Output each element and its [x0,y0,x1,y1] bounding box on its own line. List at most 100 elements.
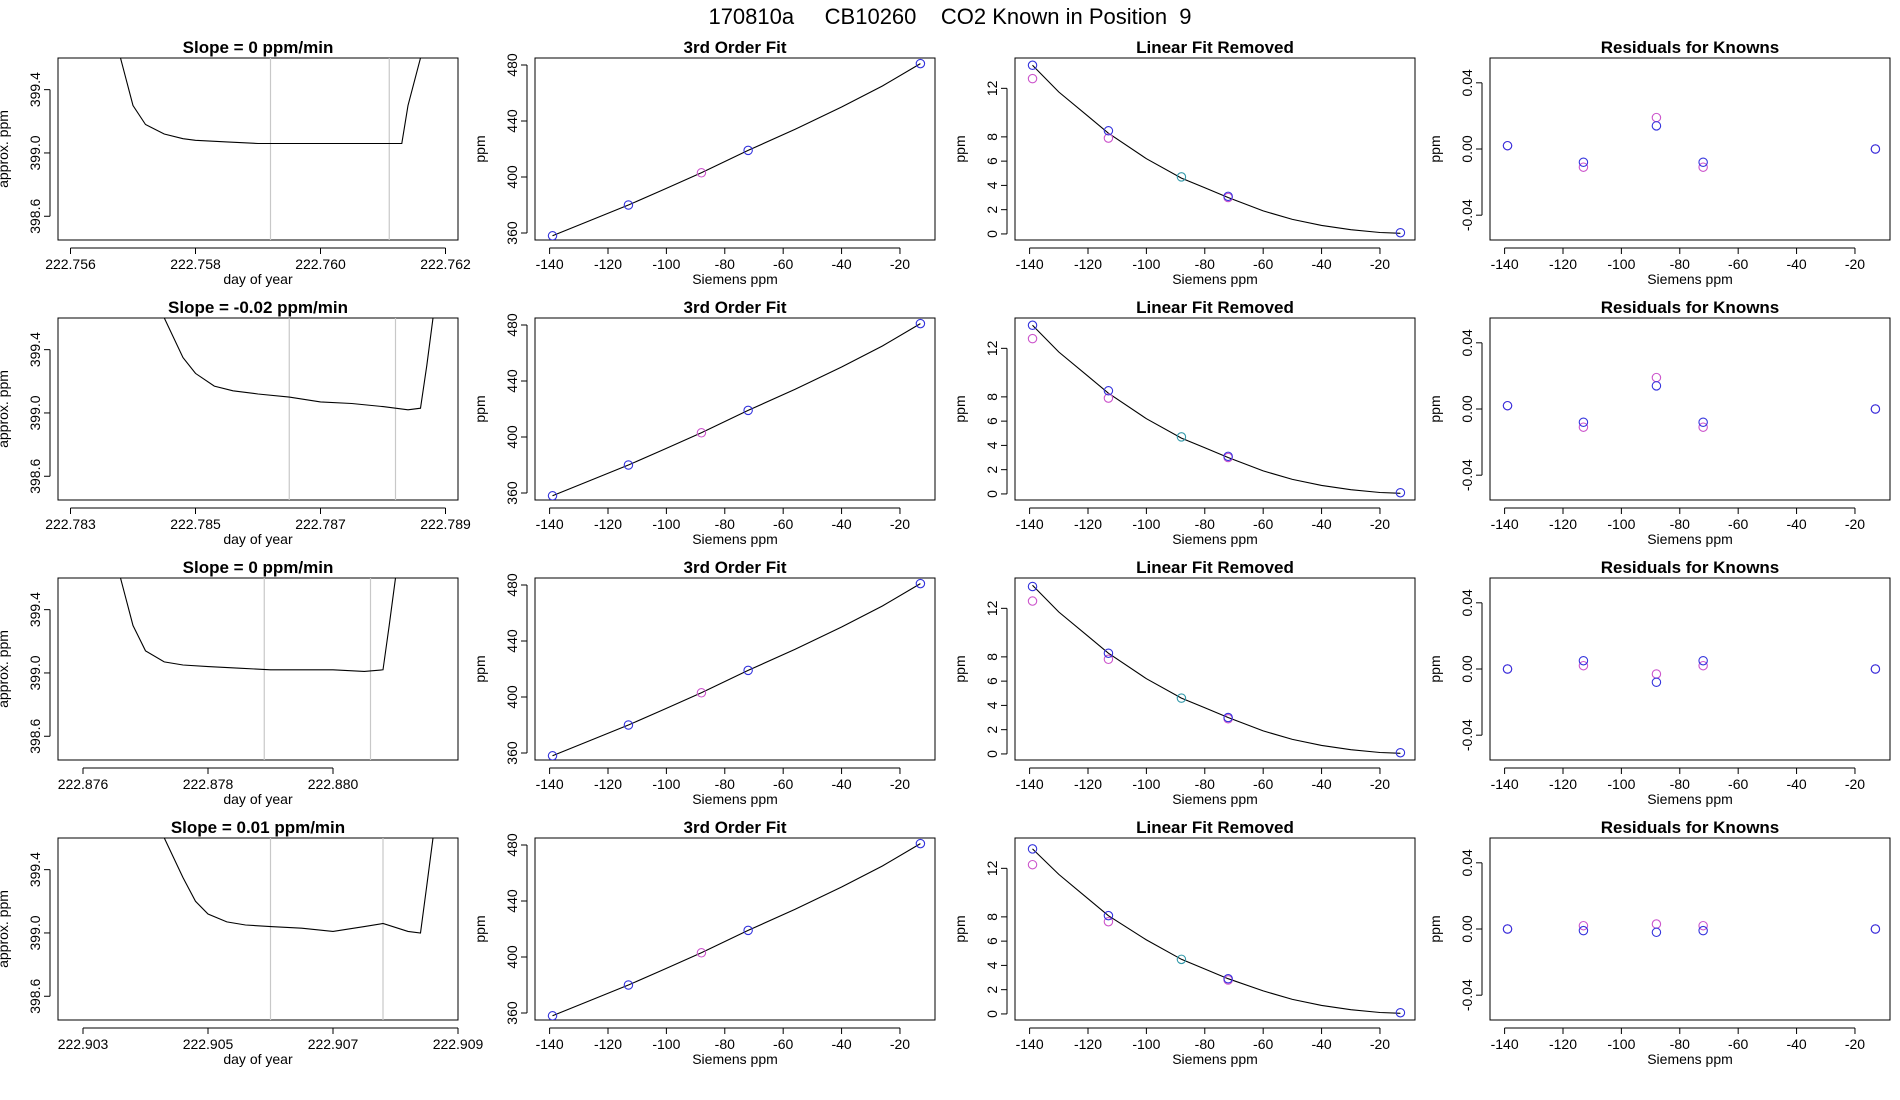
y-axis-label: approx. ppm [0,630,11,708]
x-tick-label: -40 [1311,776,1331,792]
x-axis-label: day of year [223,1051,293,1067]
x-tick-label: -140 [1491,1036,1519,1052]
point-blue [547,491,558,500]
x-tick-label: 222.785 [170,516,221,532]
point-magenta [1698,422,1708,432]
x-tick-label: -80 [1670,256,1690,272]
x-tick-label: -40 [1786,1036,1806,1052]
x-tick-label: -80 [715,1036,735,1052]
point-blue [743,925,753,936]
y-tick-label: 399.0 [27,395,43,430]
y-tick-label: 480 [504,833,520,857]
y-tick-label: -0.04 [1459,459,1475,491]
point-blue [547,751,558,760]
point-magenta [1651,919,1662,929]
point-blue [623,980,634,990]
series-line [1032,848,1401,1014]
point-magenta [696,428,707,438]
y-tick-label: 0.04 [1459,329,1475,356]
point-blue [1395,227,1406,238]
plot-area [1502,919,1881,938]
x-tick-label: 222.783 [45,516,96,532]
x-tick-label: -100 [1607,776,1635,792]
y-tick-label: 480 [504,53,520,77]
panel-r2-c1: 3rd Order Fit -140 -120 -100 -80 -60 -40 -20 Sie… [472,558,936,807]
panel-title: Residuals for Knowns [1601,298,1780,317]
point-blue [915,58,926,69]
x-tick-label: -40 [1786,516,1806,532]
point-magenta [1103,654,1114,665]
plot-frame [534,317,936,501]
point-blue [1870,404,1881,414]
x-axis-label: Siemens ppm [1647,791,1733,807]
x-tick-label: -60 [1728,1036,1748,1052]
y-axis-label: approx. ppm [0,110,11,188]
x-tick-label: -60 [1253,776,1273,792]
panel-r0-c1: 3rd Order Fit -140 -120 -100 -80 -60 -40 -20 Sie… [472,38,936,287]
y-tick-label: 360 [504,741,520,765]
x-tick-label: -60 [1728,256,1748,272]
y-tick-label: 399.4 [27,72,43,107]
y-tick-label: 360 [504,481,520,505]
y-tick-label: 440 [504,889,520,913]
point-blue [1223,451,1233,462]
y-tick-label: 399.4 [27,332,43,367]
point-magenta [1698,162,1708,172]
y-tick-label: 8 [984,393,1000,401]
point-magenta [1651,669,1662,679]
point-blue [1698,157,1708,167]
point-blue [1027,844,1038,854]
point-blue [1578,925,1589,936]
y-tick-label: 2 [984,986,1000,994]
point-blue [1651,121,1662,131]
point-blue [1103,126,1114,136]
x-tick-label: -100 [1132,516,1160,532]
x-tick-label: 222.789 [420,516,471,532]
x-tick-label: -100 [652,1036,680,1052]
x-tick-label: -140 [1491,516,1519,532]
x-tick-label: -40 [1311,256,1331,272]
x-tick-label: -40 [831,516,851,532]
x-tick-label: -20 [890,516,910,532]
x-tick-label: -100 [1607,516,1635,532]
point-magenta [1103,393,1114,403]
plot-frame [1014,577,1416,761]
x-tick-label: -40 [1786,256,1806,272]
plot-frame [57,577,459,761]
point-magenta [696,168,707,178]
point-magenta [1103,133,1114,143]
point-blue [1103,648,1114,658]
x-tick-label: 222.760 [295,256,346,272]
plot-area [547,318,926,500]
plot-area [1027,320,1406,498]
y-tick-label: 0 [984,750,1000,758]
series-line [1032,64,1401,234]
point-blue [547,231,558,240]
point-blue [623,460,634,470]
point-magenta [1578,660,1589,671]
point-blue [1027,581,1038,592]
point-blue [1027,60,1038,71]
series-line [552,323,921,497]
point-blue [743,405,753,416]
x-tick-label: -140 [1016,776,1044,792]
x-axis-label: Siemens ppm [1172,271,1258,287]
x-tick-label: -80 [1195,256,1215,272]
x-tick-label: -120 [1074,256,1102,272]
point-blue [623,720,634,730]
x-tick-label: -20 [1370,1036,1390,1052]
x-tick-label: 222.905 [183,1036,234,1052]
plot-frame [1489,837,1891,1021]
point-blue [915,318,926,329]
y-tick-label: 8 [984,913,1000,921]
x-tick-label: -120 [1074,776,1102,792]
y-axis-label: ppm [472,655,488,682]
y-tick-label: 12 [984,860,1000,876]
x-tick-label: -120 [1549,516,1577,532]
x-axis-label: Siemens ppm [1647,531,1733,547]
x-tick-label: -60 [1253,256,1273,272]
x-axis-label: Siemens ppm [1172,531,1258,547]
point-blue [743,665,753,676]
x-tick-label: -120 [594,256,622,272]
